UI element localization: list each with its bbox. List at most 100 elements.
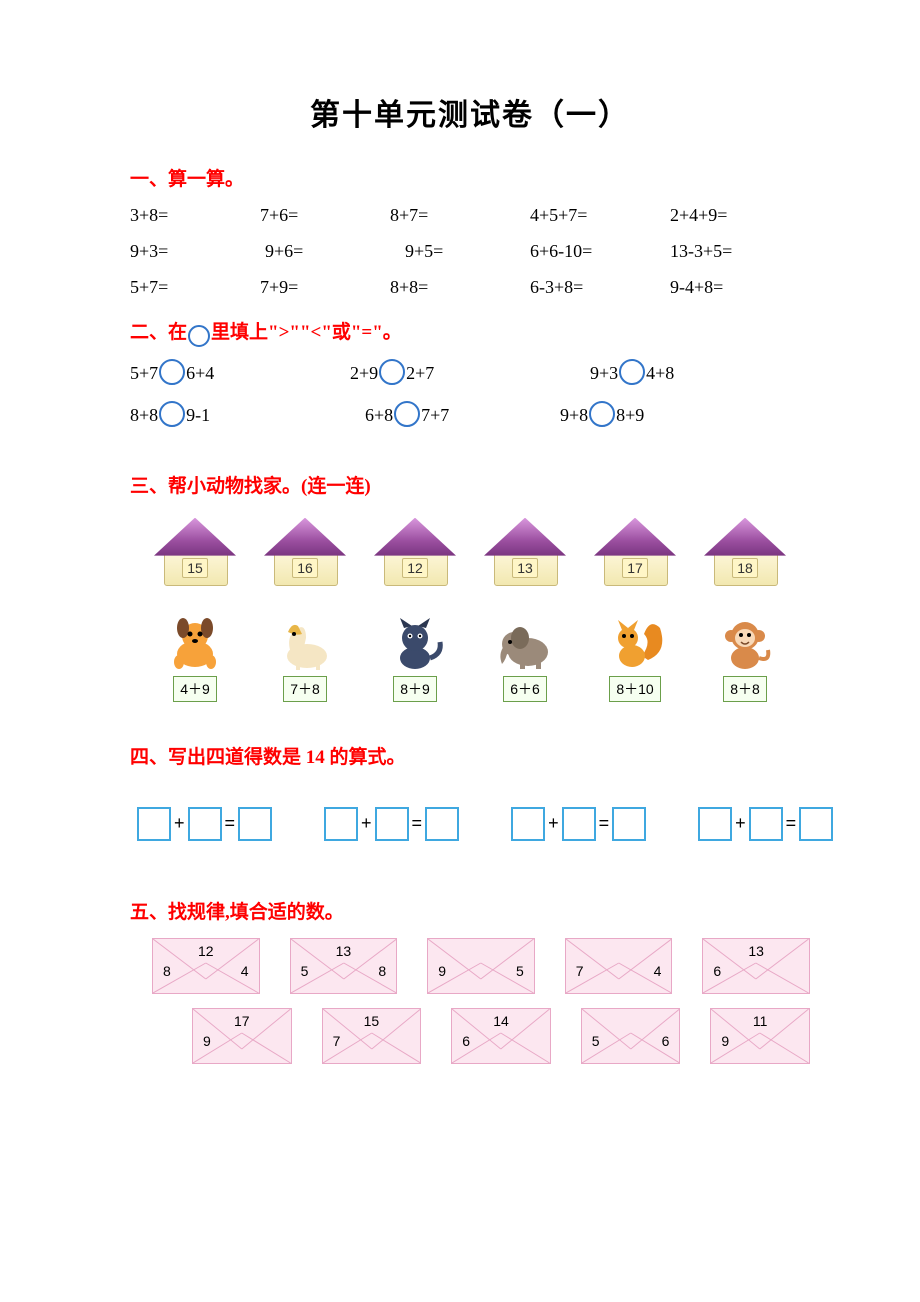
house-icon: 12 [370,518,460,588]
house-icon: 13 [480,518,570,588]
env-top: 17 [193,1013,291,1029]
q3-wrap: 15 16 12 13 17 18 4＋9 7＋8 8＋9 6＋6 8＋10 [130,512,810,702]
animal-item: 8＋9 [370,616,460,702]
equation-blank-group: + = [697,807,834,841]
q1-expression: 9+5= [405,241,443,262]
env-left: 9 [438,963,446,979]
compare-circle[interactable] [159,401,185,427]
q1-expression: 13-3+5= [670,241,732,262]
section3-header: 三、帮小动物找家。(连一连) [130,471,810,498]
blank-box[interactable] [562,807,596,841]
envelope-item: 5 6 [581,1008,681,1064]
elephant-icon [492,616,558,672]
q2-container: 5+76+42+92+79+34+88+89-16+87+79+88+9 [130,359,810,431]
blank-box[interactable] [425,807,459,841]
q1-expression: 8+8= [390,277,428,298]
q1-expression: 4+5+7= [530,205,587,226]
q2-right: 4+8 [646,363,674,384]
envelope-item: 13 6 [702,938,810,994]
plus-sign: + [174,813,185,834]
compare-circle[interactable] [589,401,615,427]
envelope-item: 15 7 [322,1008,422,1064]
cat-icon [382,616,448,672]
q2-compare-item: 6+87+7 [365,403,449,429]
q1-container: 3+8=7+6=8+7=4+5+7=2+4+9=9+3=9+6=9+5=6+6-… [130,205,810,299]
equals-sign: = [225,813,236,834]
animal-item: 7＋8 [260,616,350,702]
blank-box[interactable] [375,807,409,841]
compare-circle[interactable] [619,359,645,385]
compare-circle[interactable] [394,401,420,427]
envelope-item: 13 5 8 [290,938,398,994]
compare-circle[interactable] [159,359,185,385]
equation-blank-group: + = [510,807,647,841]
q2-right: 6+4 [186,363,214,384]
blank-box[interactable] [511,807,545,841]
envelope-item: 14 6 [451,1008,551,1064]
q2-compare-item: 8+8 9-1 [130,403,210,429]
section5-header: 五、找规律,填合适的数。 [130,897,810,924]
animal-label: 4＋9 [173,676,217,702]
blank-box[interactable] [698,807,732,841]
q1-expression: 8+7= [390,205,428,226]
blank-box[interactable] [612,807,646,841]
q1-expression: 5+7= [130,277,168,298]
horse-icon [272,616,338,672]
env-left: 9 [721,1033,729,1049]
q2-left: 9+3 [590,363,618,384]
q5-row1: 12 8 4 13 5 8 9 5 7 4 [152,938,810,994]
q1-expression: 9+3= [130,241,168,262]
dog-icon [162,616,228,672]
env-top: 12 [153,943,259,959]
equals-sign: = [786,813,797,834]
env-left: 7 [333,1033,341,1049]
q2-left: 5+7 [130,363,158,384]
q4-row: + = + = + = + = [130,807,810,841]
q1-expression: 2+4+9= [670,205,727,226]
q2-compare-item: 9+88+9 [560,403,644,429]
env-top: 15 [323,1013,421,1029]
envelope-item: 12 8 4 [152,938,260,994]
env-right: 6 [662,1033,670,1049]
page-title: 第十单元测试卷（一） [130,90,810,134]
q2-compare-item: 5+7 6+4 [130,361,214,387]
blank-box[interactable] [137,807,171,841]
animal-label: 8＋9 [393,676,437,702]
compare-circle[interactable] [379,359,405,385]
env-left: 6 [713,963,721,979]
equals-sign: = [599,813,610,834]
blank-box[interactable] [188,807,222,841]
q2-left: 6+8 [365,405,393,426]
monkey-icon [712,616,778,672]
house-icon: 16 [260,518,350,588]
equation-blank-group: + = [136,807,273,841]
env-right: 5 [516,963,524,979]
q1-expression: 6+6-10= [530,241,592,262]
q2-left: 9+8 [560,405,588,426]
q1-expression: 9+6= [265,241,303,262]
equals-sign: = [412,813,423,834]
plus-sign: + [361,813,372,834]
q2-left: 8+8 [130,405,158,426]
q1-expression: 7+9= [260,277,298,298]
animal-label: 6＋6 [503,676,547,702]
blank-box[interactable] [324,807,358,841]
q2-left: 2+9 [350,363,378,384]
section1-header: 一、算一算。 [130,164,810,191]
blank-box[interactable] [749,807,783,841]
plus-sign: + [548,813,559,834]
blank-box[interactable] [238,807,272,841]
plus-sign: + [735,813,746,834]
envelope-item: 17 9 [192,1008,292,1064]
q2-compare-item: 9+3 4+8 [590,361,674,387]
blank-box[interactable] [799,807,833,841]
q2-right: 9-1 [186,405,210,426]
env-top: 11 [711,1013,809,1029]
env-top: 13 [291,943,397,959]
animals-row: 4＋9 7＋8 8＋9 6＋6 8＋10 8＋8 [150,616,790,702]
env-left: 8 [163,963,171,979]
env-left: 5 [592,1033,600,1049]
animal-label: 7＋8 [283,676,327,702]
env-right: 4 [241,963,249,979]
envelope-item: 11 9 [710,1008,810,1064]
